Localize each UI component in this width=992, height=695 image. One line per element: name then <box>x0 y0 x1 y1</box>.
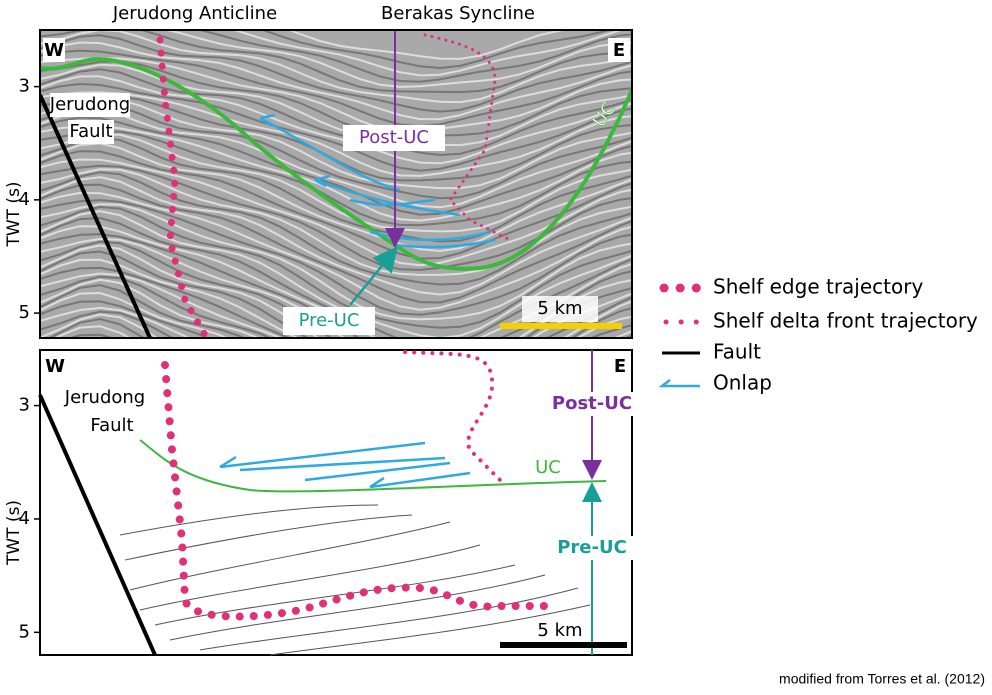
fault-label: Fault <box>90 415 133 436</box>
y-axis-label: TWT (s) <box>4 181 24 247</box>
pre-uc-label: Pre-UC <box>557 537 627 558</box>
west-label: W <box>44 40 64 61</box>
post-uc-label: Post-UC <box>359 127 429 148</box>
header-left: Jerudong Anticline <box>112 3 277 24</box>
east-label: E <box>613 40 625 61</box>
y-tick-label: 5 <box>19 621 30 642</box>
y-tick-label: 3 <box>19 395 30 416</box>
scale-label: 5 km <box>537 298 582 319</box>
legend-label: Shelf delta front trajectory <box>713 309 978 333</box>
fault-label: Fault <box>69 121 112 142</box>
legend-swatch <box>662 380 700 386</box>
y-tick-label: 3 <box>19 76 30 97</box>
fault-label: Jerudong <box>64 387 145 408</box>
west-label: W <box>45 356 65 377</box>
credit: modified from Torres et al. (2012) <box>779 671 985 687</box>
uc-label: UC <box>535 457 561 478</box>
figure: Jerudong Anticline Berakas Syncline W E … <box>0 0 992 691</box>
legend-label: Onlap <box>713 371 772 395</box>
scale-label: 5 km <box>537 620 582 641</box>
legend-label: Shelf edge trajectory <box>713 275 923 299</box>
legend: Shelf edge trajectory Shelf delta front … <box>662 275 978 395</box>
header-right: Berakas Syncline <box>381 3 535 24</box>
legend-label: Fault <box>713 340 761 364</box>
pre-uc-label: Pre-UC <box>299 310 360 331</box>
east-label: E <box>614 356 626 377</box>
fault-label: Jerudong <box>49 94 130 115</box>
y-axis-label: TWT (s) <box>4 500 24 566</box>
post-uc-label: Post-UC <box>552 393 632 414</box>
y-tick-label: 5 <box>19 302 30 323</box>
